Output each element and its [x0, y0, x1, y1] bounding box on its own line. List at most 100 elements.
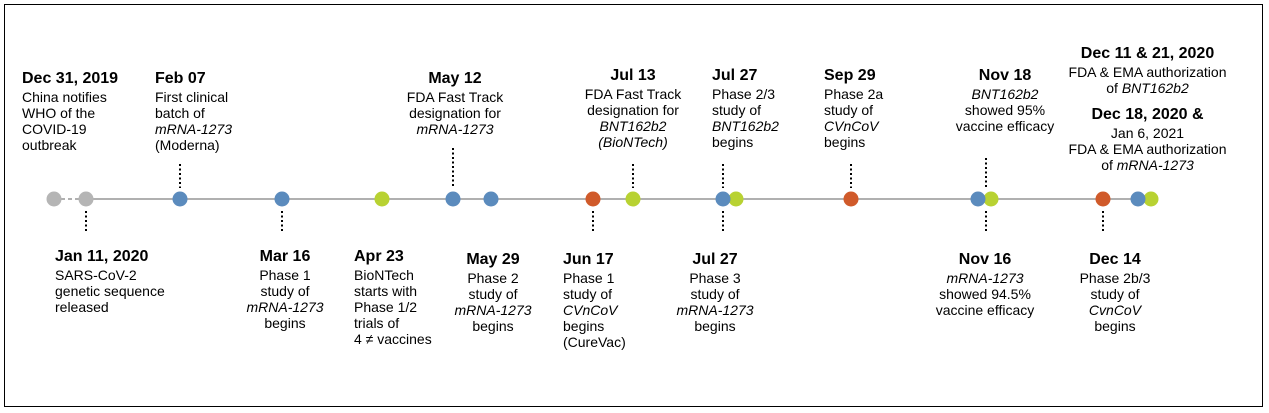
event-text-line: SARS-CoV-2: [55, 267, 137, 283]
event-text-line: vaccine efficacy: [955, 118, 1055, 134]
event-text-line: Phase 3: [689, 270, 741, 286]
event-text-line: trials of: [354, 315, 400, 331]
event-text-line: released: [55, 299, 109, 315]
event-text-line: begins: [264, 315, 306, 331]
event-jul-27-bottom: Jul 27 Phase 3 study of mRNA-1273 begins: [640, 250, 790, 334]
event-text-line: mRNA-1273: [246, 299, 324, 315]
timeline-dot-blue: [715, 191, 731, 207]
event-dec-14: Dec 14 Phase 2b/3 study of CvnCoV begins: [1040, 250, 1190, 334]
event-text-line: FDA Fast Track: [584, 86, 682, 102]
event-text-line: of mRNA-1273: [1101, 157, 1194, 173]
timeline-dot-blue: [445, 191, 461, 207]
timeline-dot-blue: [483, 191, 499, 207]
event-text-line: showed 94.5%: [939, 286, 1031, 302]
event-text-line: mRNA-1273: [946, 270, 1024, 286]
event-text-line: mRNA-1273: [454, 302, 532, 318]
event-text-line: BNT162b2: [971, 86, 1039, 102]
event-text-line: study of: [1090, 286, 1140, 302]
timeline-dot-orange: [585, 191, 601, 207]
event-date: Nov 18: [978, 67, 1032, 84]
event-text-line: study of: [690, 286, 740, 302]
timeline-dot-lime: [728, 191, 744, 207]
event-text-line: begins: [1094, 318, 1136, 334]
event-mar-16: Mar 16 Phase 1 study of mRNA-1273 begins: [200, 247, 370, 331]
event-may-12: May 12 FDA Fast Track designation for mRNA-…: [370, 69, 540, 137]
event-text-line: begins: [563, 318, 605, 334]
event-text-line: FDA & EMA authorization: [1068, 141, 1227, 157]
event-text-line: BioNTech: [354, 267, 414, 283]
event-date: Apr 23: [354, 248, 404, 265]
timeline-dot-orange: [843, 191, 859, 207]
event-text-line: (BioNTech): [598, 134, 668, 150]
event-text-line: of BNT162b2: [1106, 80, 1189, 96]
event-date: Dec 11 & 21, 2020: [1080, 45, 1215, 62]
event-date: Jun 17: [563, 251, 614, 268]
event-text-line: WHO of the: [22, 105, 96, 121]
event-text-line: begins: [472, 318, 514, 334]
event-text-line: First clinical: [155, 89, 229, 105]
event-text-line: starts with: [354, 283, 418, 299]
event-date: Sep 29: [824, 67, 876, 84]
timeline-dot-grey: [46, 191, 62, 207]
event-date: Jan 11, 2020: [55, 248, 149, 265]
event-text-line: Phase 2: [467, 270, 519, 286]
event-text-line: outbreak: [22, 137, 77, 153]
event-may-29: May 29 Phase 2 study of mRNA-1273 begins: [408, 250, 578, 334]
event-text-line: designation for: [587, 102, 679, 118]
event-text-line: Phase 1/2: [354, 299, 418, 315]
event-feb-07: Feb 07 First clinical batch of mRNA-1273 (Mo…: [155, 69, 285, 153]
event-text-line: study of: [824, 102, 874, 118]
timeline-dot-lime: [374, 191, 390, 207]
event-text-line: designation for: [409, 105, 501, 121]
event-text-line: batch of: [155, 105, 205, 121]
event-date: Nov 16: [958, 251, 1012, 268]
timeline-dot-blue: [274, 191, 290, 207]
event-text-line: FDA Fast Track: [406, 89, 504, 105]
event-text-line: mRNA-1273: [155, 121, 233, 137]
event-date: Dec 31, 2019: [22, 70, 119, 87]
event-text-line: vaccine efficacy: [935, 302, 1035, 318]
event-date: Dec 14: [1089, 251, 1141, 268]
event-text-line: COVID-19: [22, 121, 87, 137]
diagram-frame: [4, 4, 1263, 407]
timeline-dot-grey: [78, 191, 94, 207]
event-text-line: Phase 1: [259, 267, 311, 283]
timeline-dot-lime: [983, 191, 999, 207]
event-text-line: BNT162b2: [599, 118, 667, 134]
event-jul-13: Jul 13 FDA Fast Track designation for BNT16…: [558, 66, 708, 150]
event-text-line: study of: [563, 286, 613, 302]
event-jan-11-2020: Jan 11, 2020 SARS-CoV-2 genetic sequence re…: [55, 247, 195, 315]
event-jul-27-top: Jul 27 Phase 2/3 study of BNT162b2 begins: [712, 66, 832, 150]
event-text-line: (CureVac): [563, 334, 626, 350]
event-text-line: begins: [694, 318, 736, 334]
event-date: Feb 07: [155, 70, 206, 87]
event-sep-29: Sep 29 Phase 2a study of CVnCoV begins: [824, 66, 944, 150]
event-date: Jul 27: [712, 67, 758, 84]
timeline-dot-lime: [1143, 191, 1159, 207]
event-text-line: CVnCoV: [563, 302, 618, 318]
timeline-dot-blue: [1130, 191, 1146, 207]
event-text-line: 4 ≠ vaccines: [354, 331, 432, 347]
event-text-line: Phase 1: [563, 270, 615, 286]
event-text-line: Phase 2b/3: [1079, 270, 1151, 286]
timeline-dot-orange: [1095, 191, 1111, 207]
event-text-line: CvnCoV: [1088, 302, 1142, 318]
event-text-line: showed 95%: [964, 102, 1046, 118]
event-text-line: genetic sequence: [55, 283, 165, 299]
event-nov-18: Nov 18 BNT162b2 showed 95% vaccine efficacy: [925, 66, 1085, 134]
event-date: Jul 27: [692, 251, 738, 268]
event-dec-11-21: Dec 11 & 21, 2020 FDA & EMA authorization…: [1040, 44, 1255, 96]
event-text-line: Phase 2a: [824, 86, 884, 102]
event-dec-31-2019: Dec 31, 2019 China notifies WHO of the COVI…: [22, 69, 152, 153]
event-text-line: BNT162b2: [712, 118, 779, 134]
event-text-line: study of: [260, 283, 310, 299]
event-text-line: mRNA-1273: [676, 302, 754, 318]
event-apr-23: Apr 23 BioNTech starts with Phase 1/2 trials…: [354, 247, 474, 347]
event-text-line: FDA & EMA authorization: [1068, 64, 1227, 80]
event-nov-16: Nov 16 mRNA-1273 showed 94.5% vaccine effic…: [900, 250, 1070, 318]
event-text-line: China notifies: [22, 89, 107, 105]
event-text-line: Jan 6, 2021: [1110, 125, 1185, 141]
event-date: Jul 13: [610, 67, 656, 84]
event-date: May 29: [466, 251, 520, 268]
